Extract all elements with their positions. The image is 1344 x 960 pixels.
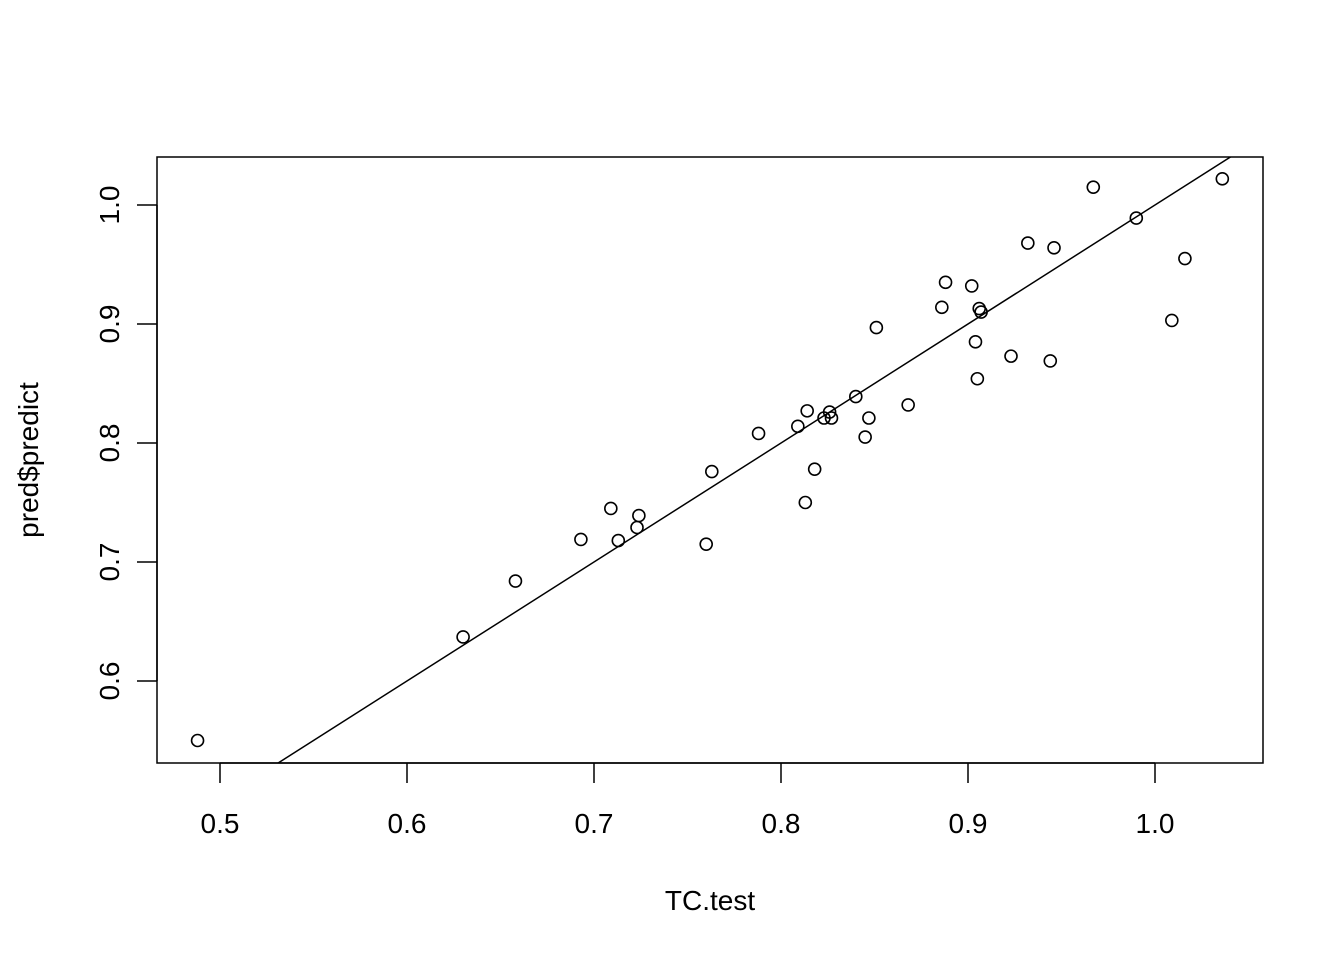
data-point [901,398,915,412]
y-tick-label: 0.8 [94,424,125,463]
data-point [699,537,714,551]
x-tick-label: 0.5 [201,808,240,839]
data-point [935,300,949,315]
x-tick-label: 0.6 [388,808,427,839]
x-tick-label: 0.8 [762,808,801,839]
data-point [1215,172,1230,186]
y-axis-title: pred$predict [13,382,44,538]
data-points [190,172,1230,748]
x-tick-label: 0.9 [949,808,988,839]
y-tick-label: 1.0 [94,186,125,225]
data-point [862,411,876,425]
data-point [848,389,863,404]
data-point [574,532,588,547]
data-point [1178,251,1192,266]
y-tick-label: 0.7 [94,543,125,582]
x-tick-label: 0.7 [575,808,614,839]
data-point [630,520,644,535]
data-point [751,426,766,441]
data-point [1021,236,1035,250]
data-point [611,533,626,548]
data-point [824,411,839,425]
data-point [798,495,813,510]
data-point [974,305,988,319]
data-point [970,371,985,386]
data-point [604,501,618,516]
y-axis: 0.6 0.7 0.8 0.9 1.0 [94,186,158,701]
data-point [964,279,979,293]
data-point [190,733,205,748]
data-point [1004,349,1018,363]
data-point [968,335,983,349]
x-axis: 0.5 0.6 0.7 0.8 0.9 1.0 [201,762,1175,839]
x-tick-label: 1.0 [1136,808,1175,839]
data-point [705,464,719,479]
data-point [1129,211,1144,225]
data-point [1043,354,1058,368]
y-tick-label: 0.6 [94,662,125,701]
data-point [1086,180,1101,194]
data-point [869,320,884,335]
data-point [807,462,822,476]
data-point [938,275,953,290]
data-point [1165,313,1179,328]
data-point [508,574,523,588]
x-axis-title: TC.test [665,885,755,916]
data-point [1047,241,1061,255]
data-point [858,430,872,444]
data-point [791,419,805,434]
data-point [800,404,814,418]
data-point [822,405,837,419]
data-point [456,630,470,644]
y-tick-label: 0.9 [94,305,125,344]
